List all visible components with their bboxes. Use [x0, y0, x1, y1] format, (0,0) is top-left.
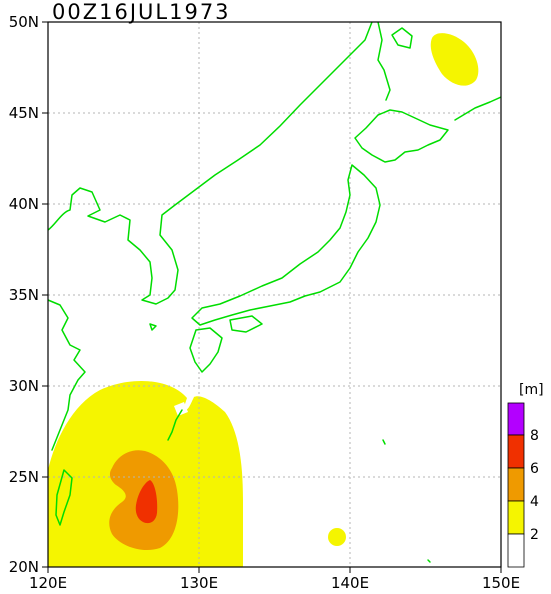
lat-label: 30N [9, 377, 39, 395]
legend-unit: [m] [519, 382, 544, 398]
legend-tick-label: 6 [530, 461, 539, 477]
lon-label: 120E [29, 574, 67, 592]
legend-tick-label: 4 [530, 494, 539, 510]
coastlines [48, 22, 501, 563]
lon-label: 130E [180, 574, 218, 592]
legend-swatch-0-2 [507, 533, 525, 568]
contour-notch [174, 402, 188, 416]
lon-label: 150E [482, 574, 520, 592]
lon-label: 140E [331, 574, 369, 592]
lat-label: 40N [9, 195, 39, 213]
legend-tick-label: 2 [530, 527, 539, 543]
lat-label: 50N [9, 13, 39, 31]
lat-label: 45N [9, 104, 39, 122]
legend-swatch-4-6 [507, 467, 525, 502]
color-legend: [m] 8 6 4 2 [507, 382, 544, 568]
legend-swatch-8-10 [507, 402, 525, 436]
contour-6m [135, 480, 158, 524]
gridlines [48, 22, 501, 567]
axis-ticks [42, 21, 502, 573]
lat-label: 20N [9, 558, 39, 576]
wave-height-field [48, 33, 479, 567]
contour-2m-small [328, 528, 346, 546]
legend-swatch-2-4 [507, 500, 525, 535]
legend-tick-label: 8 [530, 428, 539, 444]
map-title: 00Z16JUL1973 [52, 0, 231, 24]
contour-2m-north [430, 33, 479, 86]
lat-label: 35N [9, 286, 39, 304]
lat-label: 25N [9, 468, 39, 486]
legend-swatch-6-8 [507, 434, 525, 469]
